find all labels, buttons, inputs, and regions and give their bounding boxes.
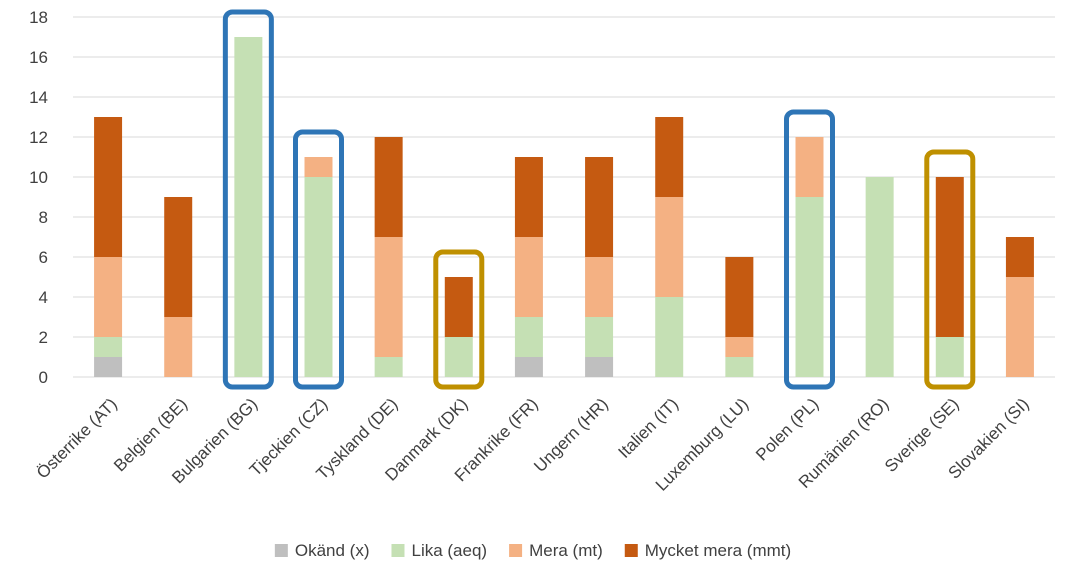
bar-segment-danmark-dk-lika-aeq — [444, 337, 473, 377]
y-tick-label: 10 — [29, 168, 48, 187]
bar-segment-tyskland-de-mera-mt — [374, 237, 403, 357]
legend-swatch-lika-aeq — [391, 544, 405, 557]
highlight-frame-danmark-dk — [433, 249, 485, 390]
bar-segment-slovakien-si-mera-mt — [1005, 277, 1034, 377]
bar-segment-sverige-se-mycket-mera-mmt — [935, 177, 964, 337]
bar-segment-ungern-hr-lika-aeq — [585, 317, 614, 357]
highlight-frame-tjeckien-cz — [293, 129, 344, 390]
legend-label: Okänd (x) — [295, 541, 370, 560]
bar-segment-luxemburg-lu-lika-aeq — [725, 357, 754, 377]
bar-segment-ungern-hr-ok-nd-x — [585, 357, 614, 377]
bar-segment-sterrike-at-mera-mt — [94, 257, 123, 337]
legend-label: Lika (aeq) — [411, 541, 487, 560]
bar-segment-sterrike-at-ok-nd-x — [94, 357, 123, 377]
bar-segment-tjeckien-cz-lika-aeq — [304, 177, 333, 377]
legend-label: Mera (mt) — [529, 541, 603, 560]
bar-segment-ungern-hr-mera-mt — [585, 257, 614, 317]
bar-segment-sterrike-at-lika-aeq — [94, 337, 123, 357]
bar-segment-tjeckien-cz-mera-mt — [304, 157, 333, 177]
bar-segment-ungern-hr-mycket-mera-mmt — [585, 157, 614, 257]
y-tick-label: 14 — [29, 88, 48, 107]
y-tick-label: 12 — [29, 128, 48, 147]
bar-segment-italien-it-lika-aeq — [655, 297, 684, 377]
bar-segment-luxemburg-lu-mera-mt — [725, 337, 754, 357]
bar-segment-luxemburg-lu-mycket-mera-mmt — [725, 257, 754, 337]
bar-segment-rum-nien-ro-lika-aeq — [865, 177, 894, 377]
legend-swatch-mycket-mera-mmt — [624, 544, 638, 557]
y-tick-label: 18 — [29, 8, 48, 27]
y-tick-label: 2 — [39, 328, 48, 347]
bar-segment-belgien-be-mycket-mera-mmt — [164, 197, 193, 317]
bar-segment-polen-pl-lika-aeq — [795, 197, 824, 377]
y-tick-label: 16 — [29, 48, 48, 67]
bar-segment-frankrike-fr-lika-aeq — [514, 317, 543, 357]
x-tick-label: Ungern (HR) — [530, 394, 612, 476]
legend-swatch-mera-mt — [509, 544, 523, 557]
bar-segment-slovakien-si-mycket-mera-mmt — [1005, 237, 1034, 277]
bar-segment-belgien-be-mera-mt — [164, 317, 193, 377]
bar-segment-tyskland-de-lika-aeq — [374, 357, 403, 377]
legend-swatch-ok-nd-x — [274, 544, 288, 557]
bar-segment-sterrike-at-mycket-mera-mmt — [94, 117, 123, 257]
highlight-frame-sverige-se — [924, 149, 976, 390]
x-tick-label: Italien (IT) — [614, 394, 682, 462]
bar-segment-frankrike-fr-ok-nd-x — [514, 357, 543, 377]
bar-segment-danmark-dk-mycket-mera-mmt — [444, 277, 473, 337]
bar-segment-tyskland-de-mycket-mera-mmt — [374, 137, 403, 237]
y-tick-label: 0 — [39, 368, 48, 387]
y-tick-label: 8 — [39, 208, 48, 227]
bar-segment-italien-it-mycket-mera-mmt — [655, 117, 684, 197]
bar-segment-bulgarien-bg-lika-aeq — [234, 37, 263, 377]
y-tick-label: 4 — [39, 288, 48, 307]
highlight-frame-polen-pl — [784, 109, 835, 390]
y-tick-label: 6 — [39, 248, 48, 267]
bar-segment-italien-it-mera-mt — [655, 197, 684, 297]
bar-segment-frankrike-fr-mycket-mera-mmt — [514, 157, 543, 237]
bar-segment-frankrike-fr-mera-mt — [514, 237, 543, 317]
legend-label: Mycket mera (mmt) — [645, 541, 791, 560]
highlight-frame-bulgarien-bg — [222, 9, 274, 390]
bar-segment-sverige-se-lika-aeq — [935, 337, 964, 377]
x-tick-label: Polen (PL) — [752, 394, 822, 464]
x-tick-label: Österrike (AT) — [33, 394, 121, 482]
bar-segment-polen-pl-mera-mt — [795, 137, 824, 197]
